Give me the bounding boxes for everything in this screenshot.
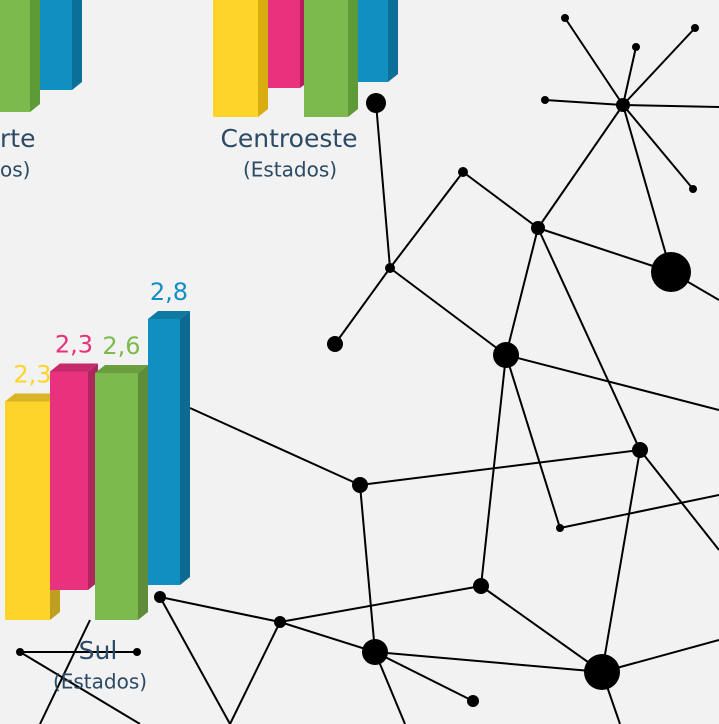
bar-chart: 2,32,3 2,6 2,8	[5, 278, 190, 620]
bar-side	[180, 311, 190, 585]
bar	[95, 373, 138, 620]
network-decoration	[16, 14, 719, 724]
bar-top	[50, 363, 98, 372]
value-label: 2,3	[13, 361, 51, 389]
bar	[5, 401, 50, 620]
chart-title: Sul	[79, 636, 118, 665]
cropped-bars	[0, 0, 398, 117]
bar-top	[148, 311, 190, 319]
bar-top	[5, 393, 60, 402]
value-label: 2,3	[55, 331, 93, 359]
fragment-title: rte	[0, 124, 35, 153]
value-label: 2,8	[150, 278, 188, 306]
fragment-subtitle: os)	[0, 158, 30, 182]
bar	[148, 319, 180, 585]
bar-side	[138, 365, 148, 620]
chart-subtitle: (Estados)	[53, 670, 147, 694]
bar	[50, 371, 88, 590]
value-label: 2,6	[102, 332, 140, 360]
fragment-title: Centroeste	[220, 124, 357, 153]
bar-top	[95, 365, 148, 373]
fragment-subtitle: (Estados)	[243, 158, 337, 182]
